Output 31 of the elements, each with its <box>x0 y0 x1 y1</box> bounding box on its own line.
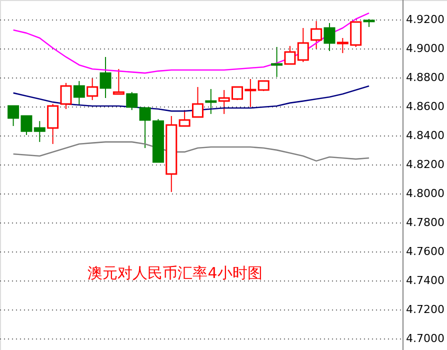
candlestick <box>271 46 283 78</box>
candlestick <box>112 68 124 95</box>
line-series <box>12 12 370 74</box>
y-tick-label: 4.8000 <box>406 186 444 200</box>
candlestick <box>324 22 336 52</box>
candlestick <box>284 45 296 65</box>
candlestick <box>205 88 217 114</box>
y-tick-label: 4.8400 <box>406 129 444 142</box>
candlestick <box>192 86 204 118</box>
candlestick <box>86 78 98 101</box>
annotation: 澳元对人民币汇率4小时图 <box>88 264 262 282</box>
candlestick <box>60 82 72 110</box>
y-tick-label: 4.8600 <box>406 100 444 113</box>
y-tick-label: 4.7400 <box>406 274 444 287</box>
candlestick <box>34 120 46 142</box>
candlestick <box>47 103 59 144</box>
candlestick <box>100 56 112 99</box>
candlestick <box>297 27 309 63</box>
candlestick <box>178 110 190 127</box>
candlestick <box>310 20 322 50</box>
y-tick-label: 4.9200 <box>406 13 444 26</box>
candlestick <box>126 92 138 111</box>
y-tick-label: 4.7600 <box>406 244 444 258</box>
y-tick-label: 4.8800 <box>406 71 444 84</box>
y-tick-label: 4.7200 <box>406 302 444 316</box>
y-tick-label: 4.8200 <box>406 158 444 171</box>
candlestick <box>73 80 85 106</box>
y-tick-label: 4.9000 <box>406 42 444 56</box>
y-tick-label: 4.7000 <box>406 332 444 345</box>
y-tick-label: 4.7800 <box>406 216 444 229</box>
line-series <box>12 141 370 162</box>
